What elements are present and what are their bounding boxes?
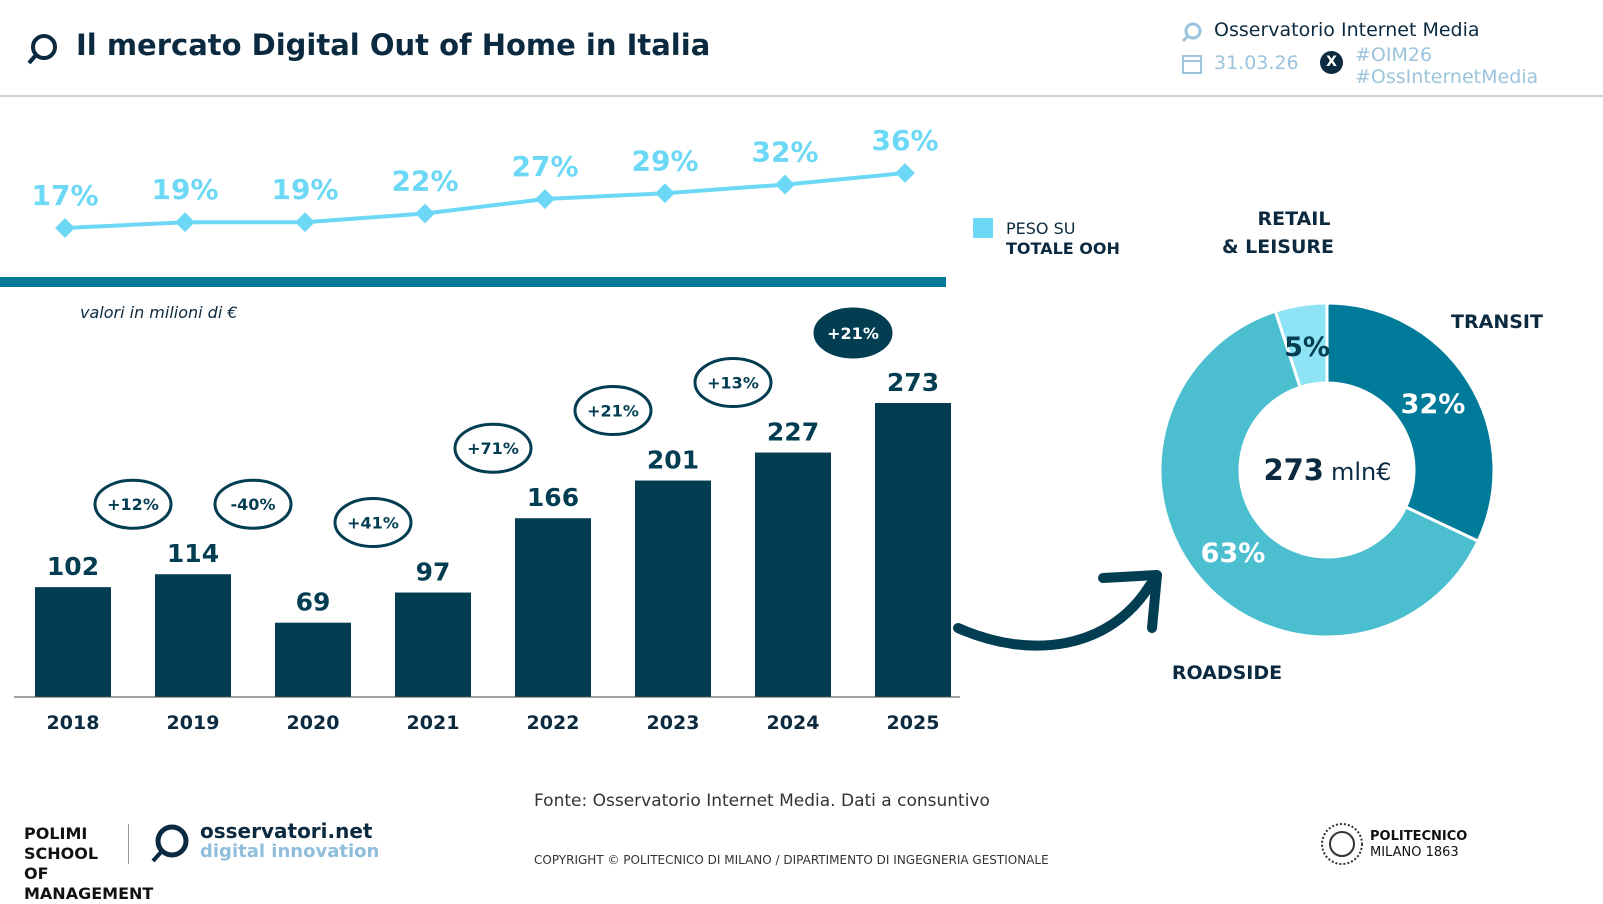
donut-slice <box>1273 301 1329 390</box>
politecnico-logo-subtext: MILANO 1863 <box>1370 845 1459 860</box>
growth-bubble <box>813 307 893 359</box>
hashtag: #OssInternetMedia <box>1355 66 1539 88</box>
bar <box>275 622 351 697</box>
x-tick-label: 2023 <box>647 712 700 734</box>
donut-center-unit: mln€ <box>1331 458 1392 486</box>
x-icon: X <box>1320 51 1343 74</box>
band <box>0 277 946 287</box>
org-name: Osservatorio Internet Media <box>1214 19 1480 41</box>
logo-divider <box>128 824 129 864</box>
politecnico-logo-text: POLITECNICO <box>1370 829 1468 844</box>
osservatori-logo-subtext: digital innovation <box>200 841 380 862</box>
x-tick-label: 2024 <box>767 712 820 734</box>
donut-slice <box>1158 309 1481 639</box>
x-tick-label: 2025 <box>887 712 940 734</box>
magnifier-logo-icon <box>27 34 57 65</box>
growth-bubble <box>93 478 173 530</box>
bar-value-label: 201 <box>647 446 699 475</box>
org-icon <box>1181 22 1202 43</box>
politecnico-seal-icon <box>1321 823 1363 865</box>
x-tick-label: 2020 <box>287 712 340 734</box>
bar-value-label: 69 <box>296 588 331 617</box>
share-point <box>175 212 195 233</box>
growth-label: -40% <box>231 495 276 514</box>
bar <box>755 452 831 697</box>
bar-value-label: 114 <box>167 539 219 568</box>
bar-value-label: 227 <box>767 418 819 447</box>
growth-label: +21% <box>587 402 639 421</box>
slice-category-label: TRANSIT <box>1451 311 1543 333</box>
growth-label: +12% <box>107 495 159 514</box>
bar <box>875 403 951 697</box>
x-tick-label: 2021 <box>407 712 460 734</box>
share-label: 19% <box>271 173 338 206</box>
x-tick-label: 2018 <box>47 712 100 734</box>
growth-bubble <box>333 497 413 549</box>
osservatori-logo-icon <box>151 824 189 863</box>
bar-value-label: 97 <box>416 558 451 587</box>
unit-note: valori in milioni di € <box>80 303 238 322</box>
osservatori-logo-text: osservatori.net <box>200 819 373 843</box>
slice-category-label: & LEISURE <box>1222 236 1334 258</box>
slice-category-label: ROADSIDE <box>1172 662 1282 684</box>
source-note: Fonte: Osservatorio Internet Media. Dati… <box>534 791 990 811</box>
slice-pct-label: 63% <box>1201 538 1266 569</box>
growth-bubble <box>213 478 293 530</box>
share-label: 22% <box>391 165 458 198</box>
bar-value-label: 102 <box>47 552 99 581</box>
bar <box>635 480 711 697</box>
arrow-icon <box>953 580 1155 651</box>
bar <box>395 592 471 697</box>
share-point <box>655 183 675 204</box>
share-point <box>295 212 315 233</box>
donut-slice <box>1325 301 1496 544</box>
share-point <box>895 163 915 183</box>
slice-pct-label: 32% <box>1401 389 1466 420</box>
growth-label: +21% <box>827 324 879 343</box>
arrow-head-icon <box>1098 570 1162 633</box>
share-point <box>55 218 75 238</box>
share-label: 32% <box>751 136 818 169</box>
share-point <box>535 189 555 209</box>
growth-bubble <box>693 357 773 409</box>
calendar-icon <box>1182 55 1202 74</box>
x-tick-label: 2019 <box>167 712 220 734</box>
hashtag: #OIM26 <box>1355 44 1433 66</box>
share-label: 36% <box>871 124 938 157</box>
legend-label: TOTALE OOH <box>1006 239 1120 258</box>
x-tick-label: 2022 <box>527 712 580 734</box>
growth-label: +71% <box>467 439 519 458</box>
growth-bubble <box>453 422 533 474</box>
bar <box>35 587 111 697</box>
bar <box>515 518 591 697</box>
growth-label: +41% <box>347 514 399 533</box>
share-line <box>64 171 906 230</box>
bar-value-label: 273 <box>887 368 939 397</box>
slice-category-label: RETAIL <box>1258 208 1331 230</box>
date: 31.03.26 <box>1214 52 1299 74</box>
header-divider <box>0 95 1603 97</box>
growth-bubble <box>573 385 653 437</box>
bar-value-label: 166 <box>527 483 579 512</box>
share-point <box>775 174 795 195</box>
legend-label: PESO SU <box>1006 219 1075 238</box>
share-label: 29% <box>631 144 698 177</box>
share-label: 27% <box>511 150 578 183</box>
page-title: Il mercato Digital Out of Home in Italia <box>76 28 711 62</box>
share-point <box>415 203 435 224</box>
copyright: COPYRIGHT © POLITECNICO DI MILANO / DIPA… <box>534 853 1049 867</box>
share-label: 19% <box>151 173 218 206</box>
legend-swatch <box>973 218 993 238</box>
bar <box>155 574 231 697</box>
polimi-logo: POLIMI SCHOOL OF MANAGEMENT <box>24 824 154 903</box>
share-label: 17% <box>31 179 98 212</box>
slice-pct-label: 5% <box>1284 332 1330 363</box>
growth-label: +13% <box>707 374 759 393</box>
donut-center-value: 273 <box>1263 453 1324 487</box>
